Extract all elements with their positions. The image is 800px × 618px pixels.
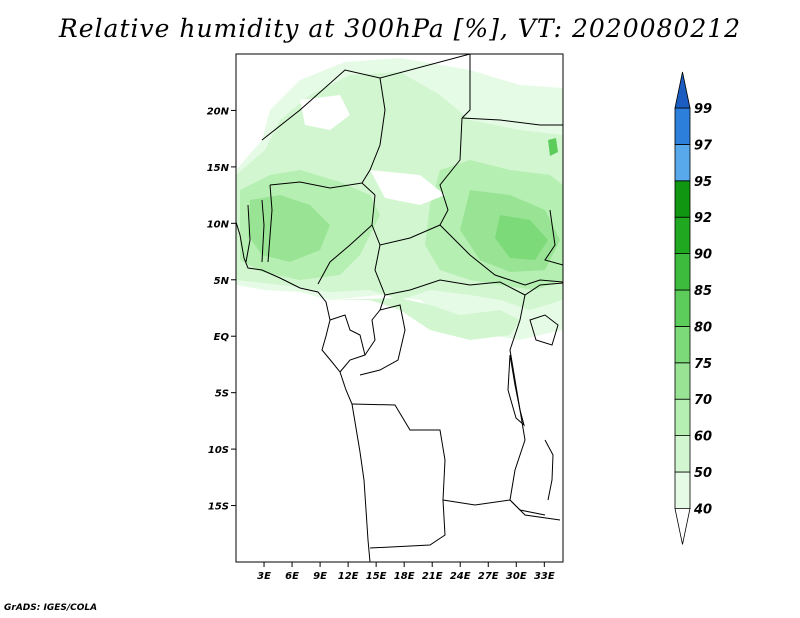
humidity-region-70 [248, 195, 330, 262]
colorbar-label: 70 [694, 393, 712, 408]
colorbar-segment [674, 325, 691, 364]
colorbar-segment [674, 253, 691, 291]
colorbar-segment [674, 398, 691, 437]
border-niger-libya [361, 77, 386, 184]
colorbar-label: 40 [693, 502, 712, 517]
humidity-region-dry [370, 170, 445, 205]
border-west-africa-3 [267, 184, 273, 263]
border-angola [351, 403, 446, 549]
longitude-axis: 3E 6E 9E 12E 15E 18E 21E 24E 27E 30E 33E [257, 562, 555, 582]
humidity-region-dry-2 [300, 95, 350, 130]
colorbar-label: 75 [694, 357, 712, 372]
lon-tick-label: 18E [394, 571, 415, 582]
humidity-region-75 [495, 215, 548, 260]
colorbar: 40 50 60 70 75 80 85 90 92 95 97 99 [674, 71, 713, 545]
colorbar-label: 80 [694, 320, 712, 335]
humidity-region-patch-south [330, 298, 520, 340]
colorbar-label: 99 [694, 102, 712, 117]
colorbar-label: 60 [694, 430, 712, 445]
lon-tick-label: 3E [257, 571, 271, 582]
border-car-south [384, 279, 563, 296]
colorbar-label: 95 [694, 175, 712, 190]
latitude-axis: 20N 15N 10N 5N EQ 5S 10S 15S [207, 106, 236, 513]
lat-tick-label: 5S [215, 389, 229, 400]
lat-tick-label: 5N [214, 276, 230, 287]
humidity-field [236, 58, 563, 340]
border-nigeria-niger [269, 181, 376, 196]
credit-text: GrADS: IGES/COLA [4, 603, 98, 613]
humidity-region-80 [548, 138, 558, 156]
border-ethiopia [544, 209, 563, 266]
border-gabon [329, 314, 366, 373]
country-borders [236, 54, 563, 562]
border-lake-tanganyika [507, 354, 525, 427]
map-frame [235, 53, 564, 563]
border-car-north [379, 224, 526, 286]
border-chad-libya [379, 54, 471, 119]
border-nigeria-cameroon [317, 194, 376, 285]
border-congo [364, 309, 381, 356]
colorbar-label: 92 [694, 211, 712, 226]
border-drc-north [359, 304, 406, 376]
colorbar-label: 50 [694, 466, 712, 481]
lat-tick-label: 20N [207, 106, 230, 117]
colorbar-segment [674, 362, 691, 400]
colorbar-top-arrow [674, 71, 691, 109]
lon-tick-label: 33E [534, 571, 555, 582]
border-cameroon-car [371, 224, 386, 311]
border-west-africa-1 [261, 199, 265, 263]
colorbar-segment [674, 289, 691, 327]
colorbar-segment [674, 435, 691, 473]
lon-tick-label: 27E [478, 571, 499, 582]
lon-tick-label: 30E [506, 571, 527, 582]
lat-tick-label: 10S [208, 445, 229, 456]
border-west-africa-2 [245, 204, 251, 263]
border-mali-algeria [261, 69, 381, 141]
colorbar-segment [674, 471, 691, 509]
lon-tick-label: 9E [313, 571, 327, 582]
border-chad-sudan [439, 117, 463, 226]
colorbar-bottom-arrow [674, 508, 691, 545]
colorbar-label: 97 [694, 138, 713, 153]
border-south-sudan [524, 279, 563, 286]
border-sudan-south [461, 117, 563, 126]
colorbar-label: 90 [694, 248, 712, 263]
border-lake-victoria [529, 314, 559, 346]
lat-tick-label: 10N [207, 219, 230, 230]
colorbar-segment [674, 216, 691, 254]
border-malawi [544, 439, 554, 501]
colorbar-label: 85 [694, 284, 712, 299]
lon-tick-label: 12E [338, 571, 359, 582]
lon-tick-label: 6E [285, 571, 299, 582]
lon-tick-label: 21E [422, 571, 443, 582]
lon-tick-label: 24E [450, 571, 471, 582]
colorbar-segment [674, 180, 691, 218]
lon-tick-label: 15E [366, 571, 387, 582]
coastline [236, 221, 371, 562]
chart-title: Relative humidity at 300hPa [%], VT: 202… [58, 14, 742, 43]
lat-tick-label: 15S [208, 502, 229, 513]
border-zambia [442, 499, 561, 521]
colorbar-segment [674, 107, 691, 145]
lat-tick-label: EQ [214, 332, 230, 343]
colorbar-segment [674, 143, 691, 182]
lat-tick-label: 15N [207, 163, 230, 174]
